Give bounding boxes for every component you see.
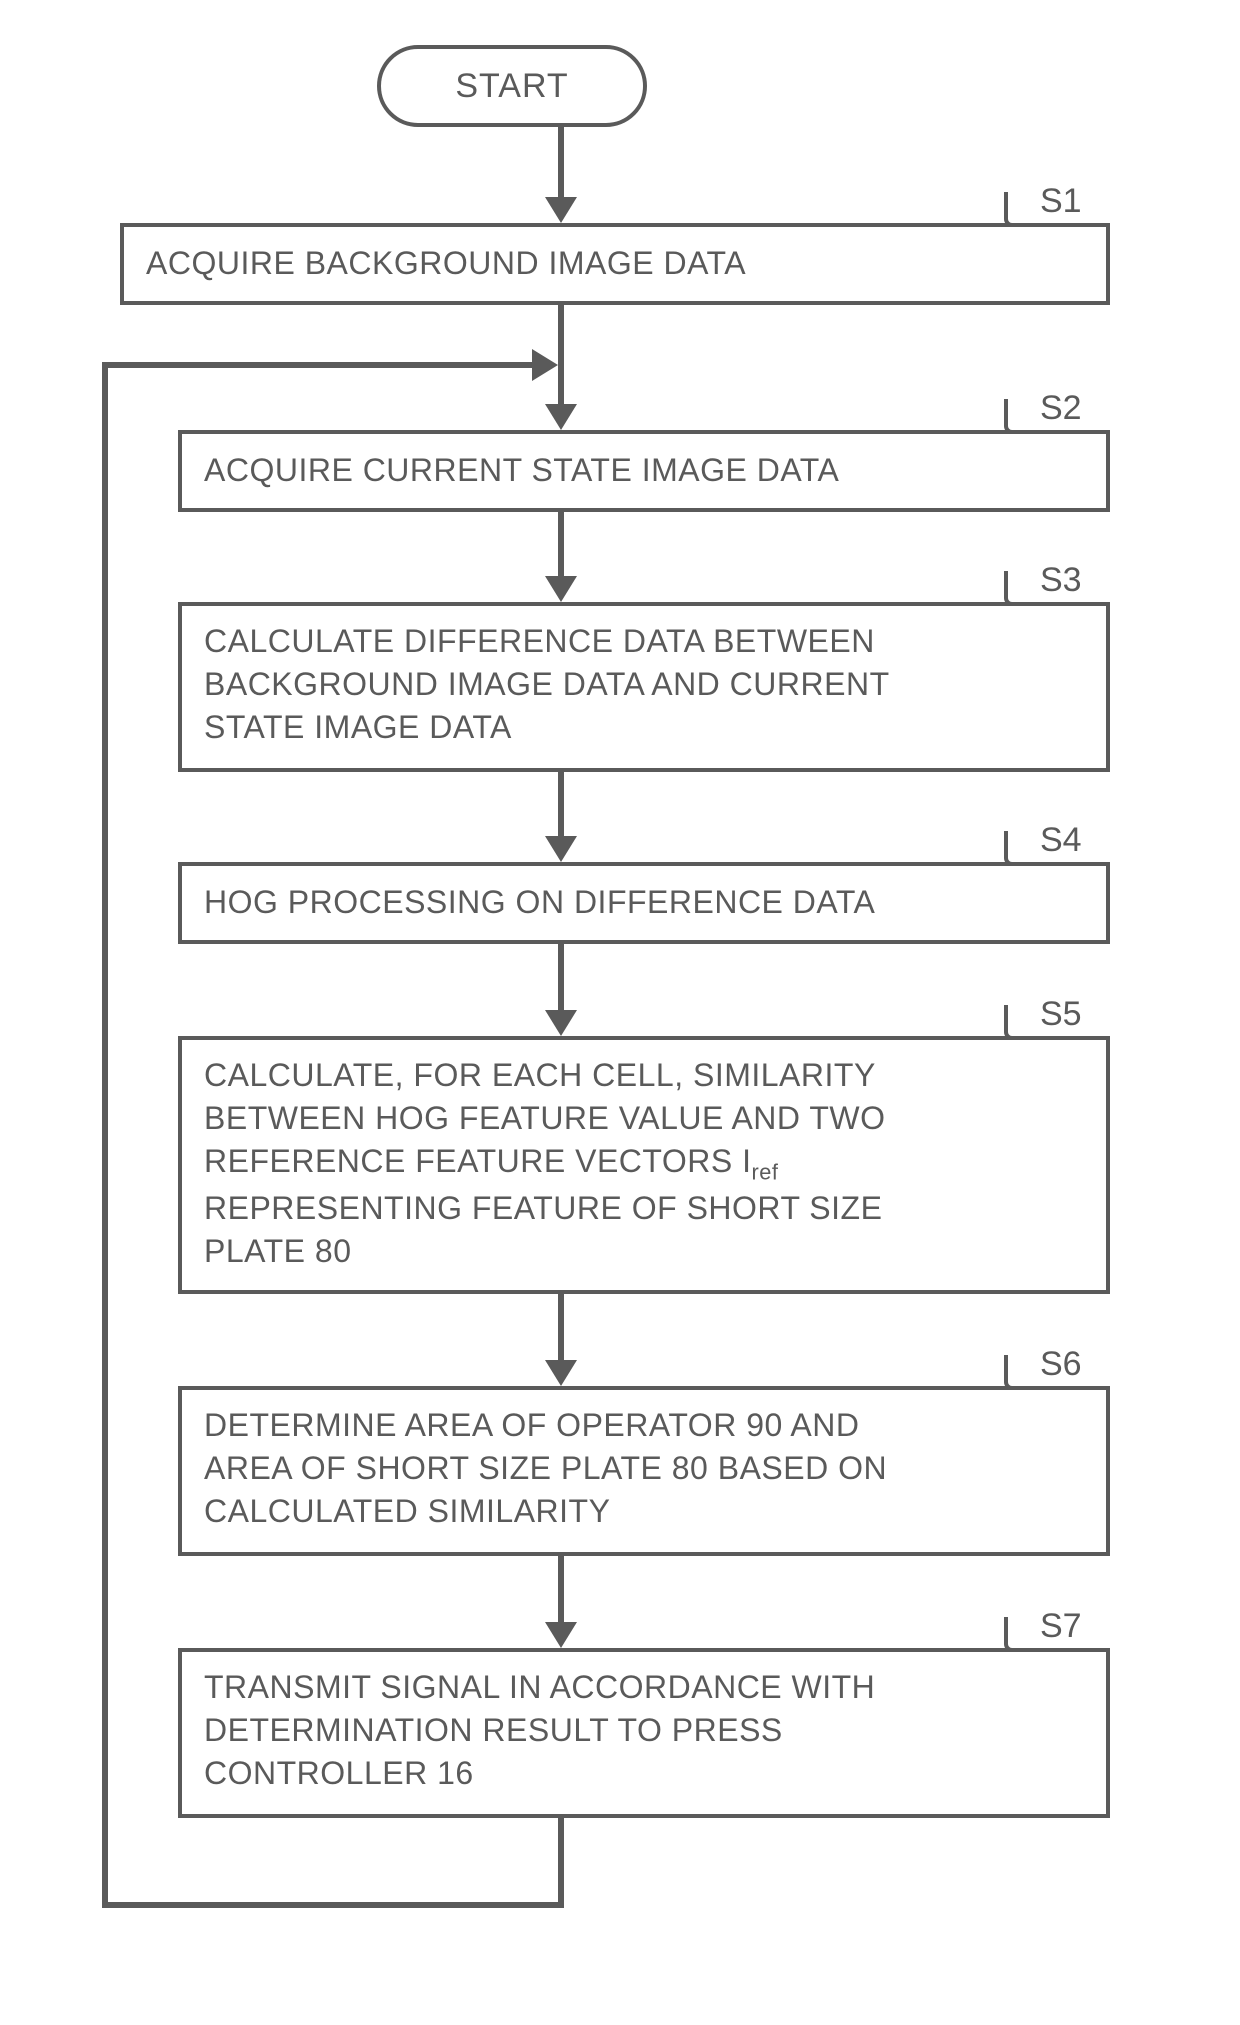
step-text: TRANSMIT SIGNAL IN ACCORDANCE WITH DETER… [204,1666,875,1796]
step-text: HOG PROCESSING ON DIFFERENCE DATA [204,881,875,924]
label-hook [1004,1005,1040,1040]
loop-connector [102,364,108,1908]
step-s6: DETERMINE AREA OF OPERATOR 90 AND AREA O… [178,1386,1110,1556]
arrow-icon [545,1010,577,1036]
step-text: ACQUIRE BACKGROUND IMAGE DATA [146,242,746,285]
step-label-s6: S6 [1040,1345,1082,1384]
loop-connector [102,1902,564,1908]
connector [558,1556,564,1622]
arrow-icon [545,836,577,862]
arrow-icon [545,1622,577,1648]
connector [558,127,564,197]
step-label-s3: S3 [1040,561,1082,600]
label-hook [1004,192,1040,227]
arrow-icon [545,197,577,223]
connector [558,512,564,576]
step-text: ACQUIRE CURRENT STATE IMAGE DATA [204,449,839,492]
loop-connector [558,1818,564,1908]
loop-connector [102,362,534,368]
step-label-s7: S7 [1040,1607,1082,1646]
label-hook [1004,1355,1040,1390]
label-hook [1004,831,1040,866]
connector [558,944,564,1010]
step-label-s1: S1 [1040,182,1082,221]
connector [558,305,564,404]
flowchart-canvas: START ACQUIRE BACKGROUND IMAGE DATA S1 A… [0,0,1240,2025]
arrow-icon [545,404,577,430]
label-hook [1004,571,1040,606]
connector [558,1294,564,1360]
start-node: START [377,45,647,127]
connector [558,772,564,836]
step-s4: HOG PROCESSING ON DIFFERENCE DATA [178,862,1110,944]
step-s2: ACQUIRE CURRENT STATE IMAGE DATA [178,430,1110,512]
step-text: CALCULATE, FOR EACH CELL, SIMILARITY BET… [204,1054,885,1274]
start-label: START [455,67,568,106]
step-label-s5: S5 [1040,995,1082,1034]
arrow-icon [545,576,577,602]
arrow-icon [545,1360,577,1386]
label-hook [1004,1617,1040,1652]
step-s1: ACQUIRE BACKGROUND IMAGE DATA [120,223,1110,305]
step-s3: CALCULATE DIFFERENCE DATA BETWEEN BACKGR… [178,602,1110,772]
arrow-icon [532,349,558,381]
step-s5: CALCULATE, FOR EACH CELL, SIMILARITY BET… [178,1036,1110,1294]
step-label-s4: S4 [1040,821,1082,860]
step-text: CALCULATE DIFFERENCE DATA BETWEEN BACKGR… [204,620,890,750]
step-text: DETERMINE AREA OF OPERATOR 90 AND AREA O… [204,1404,887,1534]
label-hook [1004,399,1040,434]
step-s7: TRANSMIT SIGNAL IN ACCORDANCE WITH DETER… [178,1648,1110,1818]
step-label-s2: S2 [1040,389,1082,428]
